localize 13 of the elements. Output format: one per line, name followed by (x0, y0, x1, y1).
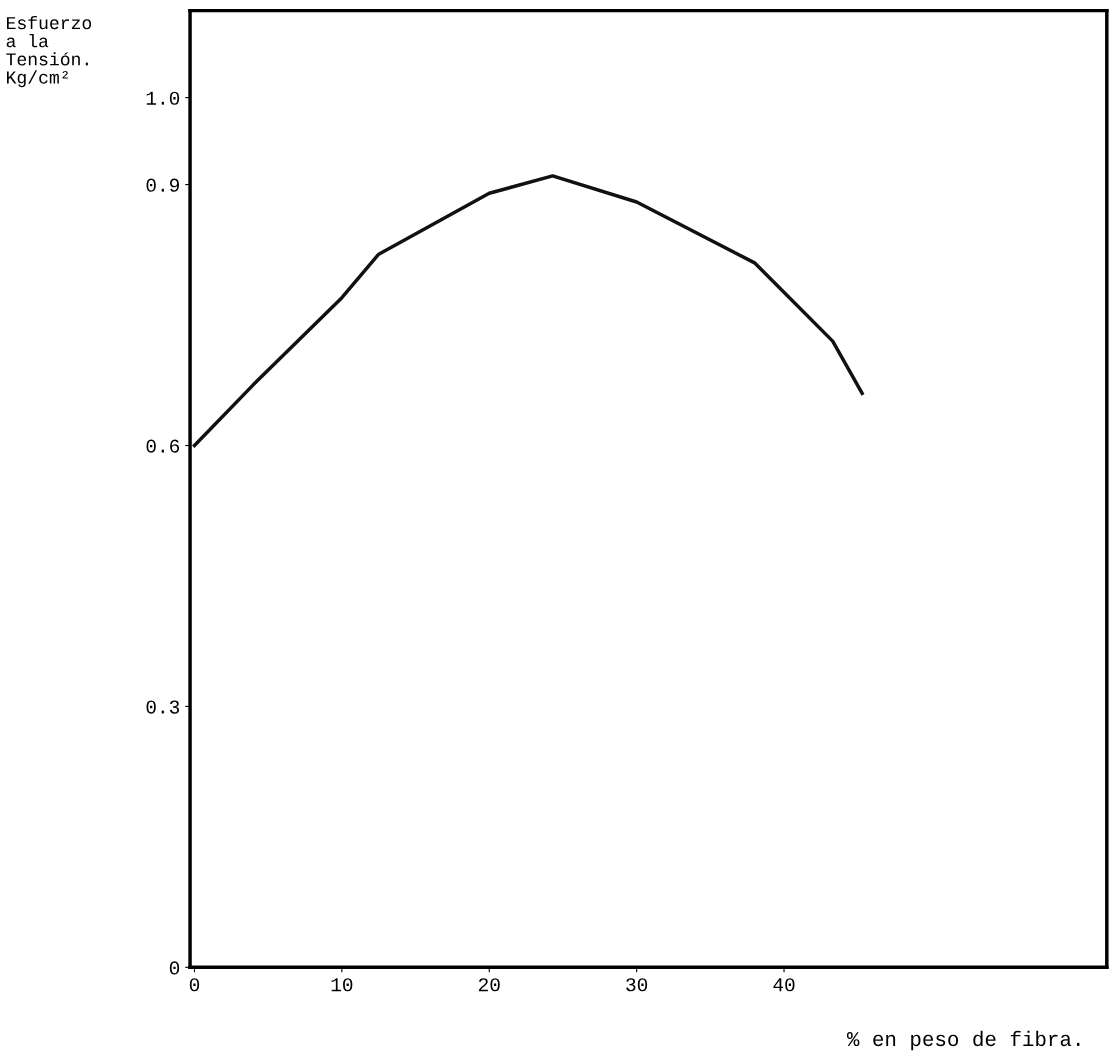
y-tick-label: 0.9 (146, 178, 179, 192)
y-tick-label: 1.0 (146, 91, 180, 105)
x-tick-label: 20 (478, 978, 500, 992)
x-axis-title: % en peso de fibra. (846, 1030, 1080, 1051)
y-tick-label: 0.3 (146, 700, 180, 714)
y-axis-title: Esfuerzo a la Tensión. Kg/cm² (6, 15, 92, 88)
y-tick-label: 0.6 (146, 439, 180, 453)
x-tick-label: 30 (626, 978, 648, 992)
x-tick-label: 40 (773, 978, 795, 992)
line-series (192, 174, 864, 448)
x-tick-label: 0 (189, 978, 200, 992)
x-tick-label: 10 (331, 978, 353, 992)
y-tick-label: 0 (169, 961, 180, 975)
